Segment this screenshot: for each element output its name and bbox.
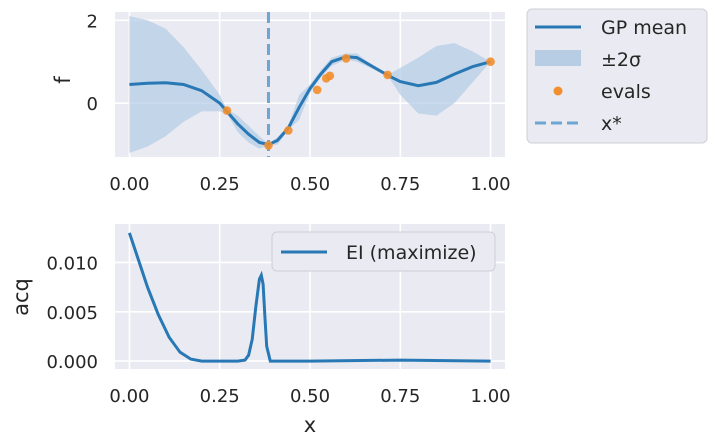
- top-y-tick-label: 0: [87, 94, 98, 115]
- top-x-tick-labels: 0.00 0.25 0.50 0.75 1.00: [109, 174, 510, 195]
- top-legend: GP mean ±2σ evals x*: [526, 8, 708, 144]
- top-x-tick-label: 0.75: [380, 174, 420, 195]
- top-plot: 0.00 0.25 0.50 0.75 1.00 02 f: [51, 11, 511, 195]
- legend-x-star-label: x*: [601, 113, 622, 135]
- bottom-y-tick-label: 0.000: [46, 352, 98, 373]
- legend-band-label: ±2σ: [601, 49, 641, 71]
- bottom-x-tick-label: 1.00: [471, 386, 511, 407]
- evaluation-point: [312, 85, 322, 95]
- top-y-tick-label: 2: [87, 11, 98, 32]
- bottom-plot: 0.00 0.25 0.50 0.75 1.00 0.000 0.005 0.010 acq…: [9, 224, 511, 437]
- bottom-y-tick-labels: 0.000 0.005 0.010: [46, 253, 98, 373]
- bottom-x-tick-label: 0.50: [290, 386, 330, 407]
- bottom-x-axis-label: x: [304, 413, 316, 437]
- top-legend-frame: [526, 8, 708, 144]
- bottom-y-tick-label: 0.005: [46, 303, 98, 324]
- gp-mean-line: [129, 55, 491, 147]
- evaluation-point: [486, 57, 495, 67]
- bottom-x-tick-label: 0.00: [109, 386, 149, 407]
- legend-band-swatch: [535, 50, 581, 66]
- evaluation-point: [284, 126, 293, 135]
- top-y-axis-label: f: [51, 76, 75, 84]
- legend-evals-swatch: [553, 86, 563, 96]
- bottom-legend-frame: [271, 231, 496, 272]
- bottom-y-axis-label: acq: [9, 278, 33, 316]
- evaluation-point: [264, 141, 273, 150]
- bottom-legend: EI (maximize): [271, 231, 496, 272]
- evaluation-points: [222, 54, 495, 150]
- bottom-x-tick-labels: 0.00 0.25 0.50 0.75 1.00: [109, 386, 510, 407]
- legend-ei-label: EI (maximize): [346, 242, 477, 264]
- evaluation-point: [325, 71, 335, 81]
- top-x-tick-label: 0.25: [200, 174, 240, 195]
- ei-line: [127, 232, 491, 363]
- top-x-tick-label: 0.50: [290, 174, 330, 195]
- evaluation-point: [341, 54, 351, 63]
- evaluation-point: [222, 106, 232, 115]
- top-x-tick-label: 1.00: [471, 174, 511, 195]
- bottom-y-tick-label: 0.010: [46, 253, 98, 274]
- legend-evals-label: evals: [601, 81, 651, 103]
- top-y-tick-labels: 02: [87, 11, 98, 115]
- legend-gp-mean-label: GP mean: [601, 17, 687, 39]
- top-x-tick-label: 0.00: [109, 174, 149, 195]
- bottom-x-tick-label: 0.75: [380, 386, 420, 407]
- evaluation-point: [383, 70, 392, 80]
- bottom-x-tick-label: 0.25: [200, 386, 240, 407]
